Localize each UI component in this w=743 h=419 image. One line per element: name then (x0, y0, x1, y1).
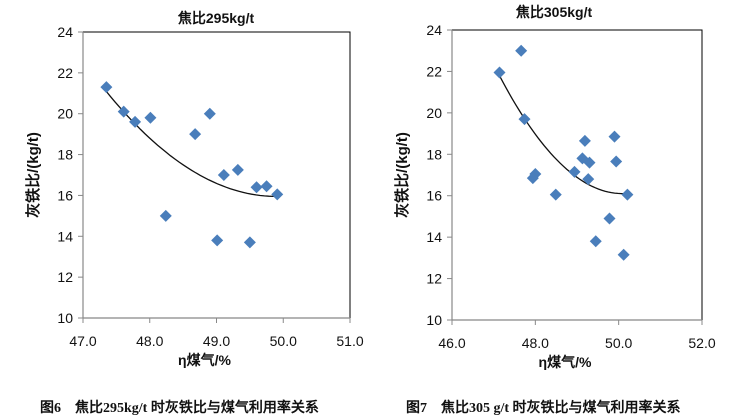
y-tick-label: 20 (426, 105, 442, 121)
x-tick-label: 48.0 (522, 335, 549, 351)
plot-area (82, 31, 351, 319)
data-point (568, 165, 581, 178)
y-tick-label: 18 (57, 147, 73, 163)
y-tick-label: 22 (57, 65, 73, 81)
data-point (610, 155, 623, 168)
data-point (117, 105, 130, 118)
data-point (189, 128, 202, 141)
y-tick-label: 14 (426, 229, 442, 245)
y-tick-label: 16 (57, 187, 73, 203)
x-tick-label: 50.0 (270, 333, 297, 349)
data-point (211, 234, 224, 247)
data-point (617, 248, 630, 261)
data-point (608, 130, 621, 143)
data-point (159, 209, 172, 222)
data-point (250, 181, 263, 194)
data-point (549, 188, 562, 201)
x-tick-label: 52.0 (688, 335, 715, 351)
y-tick-label: 20 (57, 106, 73, 122)
data-point (231, 163, 244, 176)
y-tick-label: 24 (57, 24, 73, 40)
data-point (518, 113, 531, 126)
data-point (217, 169, 230, 181)
data-point (582, 173, 595, 186)
y-tick-label: 16 (426, 188, 442, 204)
x-tick-label: 50.0 (605, 335, 632, 351)
data-point (578, 134, 591, 147)
y-tick-label: 12 (57, 269, 73, 285)
y-tick-label: 10 (426, 312, 442, 328)
y-tick-label: 18 (426, 146, 442, 162)
y-tick-label: 12 (426, 271, 442, 287)
data-point (100, 81, 113, 94)
data-point (271, 188, 284, 201)
chart-title: 焦比305kg/t (515, 4, 593, 20)
data-point (144, 111, 157, 124)
x-tick-label: 47.0 (69, 333, 96, 349)
figure-7-caption: 图7 焦比305 g/t 时灰铁比与煤气利用率关系 (406, 401, 681, 416)
y-axis-label: 灰铁比/(kg/t) (393, 132, 411, 218)
x-tick-label: 49.0 (203, 333, 230, 349)
x-tick-label: 46.0 (438, 335, 465, 351)
y-tick-label: 24 (426, 22, 442, 38)
data-point (515, 44, 528, 57)
y-tick-label: 14 (57, 228, 73, 244)
data-point (203, 107, 216, 120)
data-point (260, 180, 273, 193)
y-axis-label: 灰铁比/(kg/t) (24, 132, 42, 218)
figure-6-caption: 图6 焦比295kg/t 时灰铁比与煤气利用率关系 (40, 401, 319, 416)
trendline (498, 75, 628, 195)
trendline (105, 91, 278, 198)
data-point (129, 115, 142, 128)
data-point (526, 172, 539, 185)
data-point (589, 235, 602, 248)
x-tick-label: 48.0 (136, 333, 163, 349)
chart-title: 焦比295kg/t (177, 10, 255, 26)
data-point (583, 156, 596, 169)
x-axis-label: η煤气/% (178, 352, 231, 368)
y-tick-label: 10 (57, 310, 73, 326)
y-tick-label: 22 (426, 63, 442, 79)
data-point (493, 66, 506, 79)
x-axis-label: η煤气/% (539, 354, 592, 370)
data-point (621, 188, 634, 201)
data-point (603, 212, 616, 225)
x-tick-label: 51.0 (336, 333, 363, 349)
data-point (243, 236, 256, 249)
